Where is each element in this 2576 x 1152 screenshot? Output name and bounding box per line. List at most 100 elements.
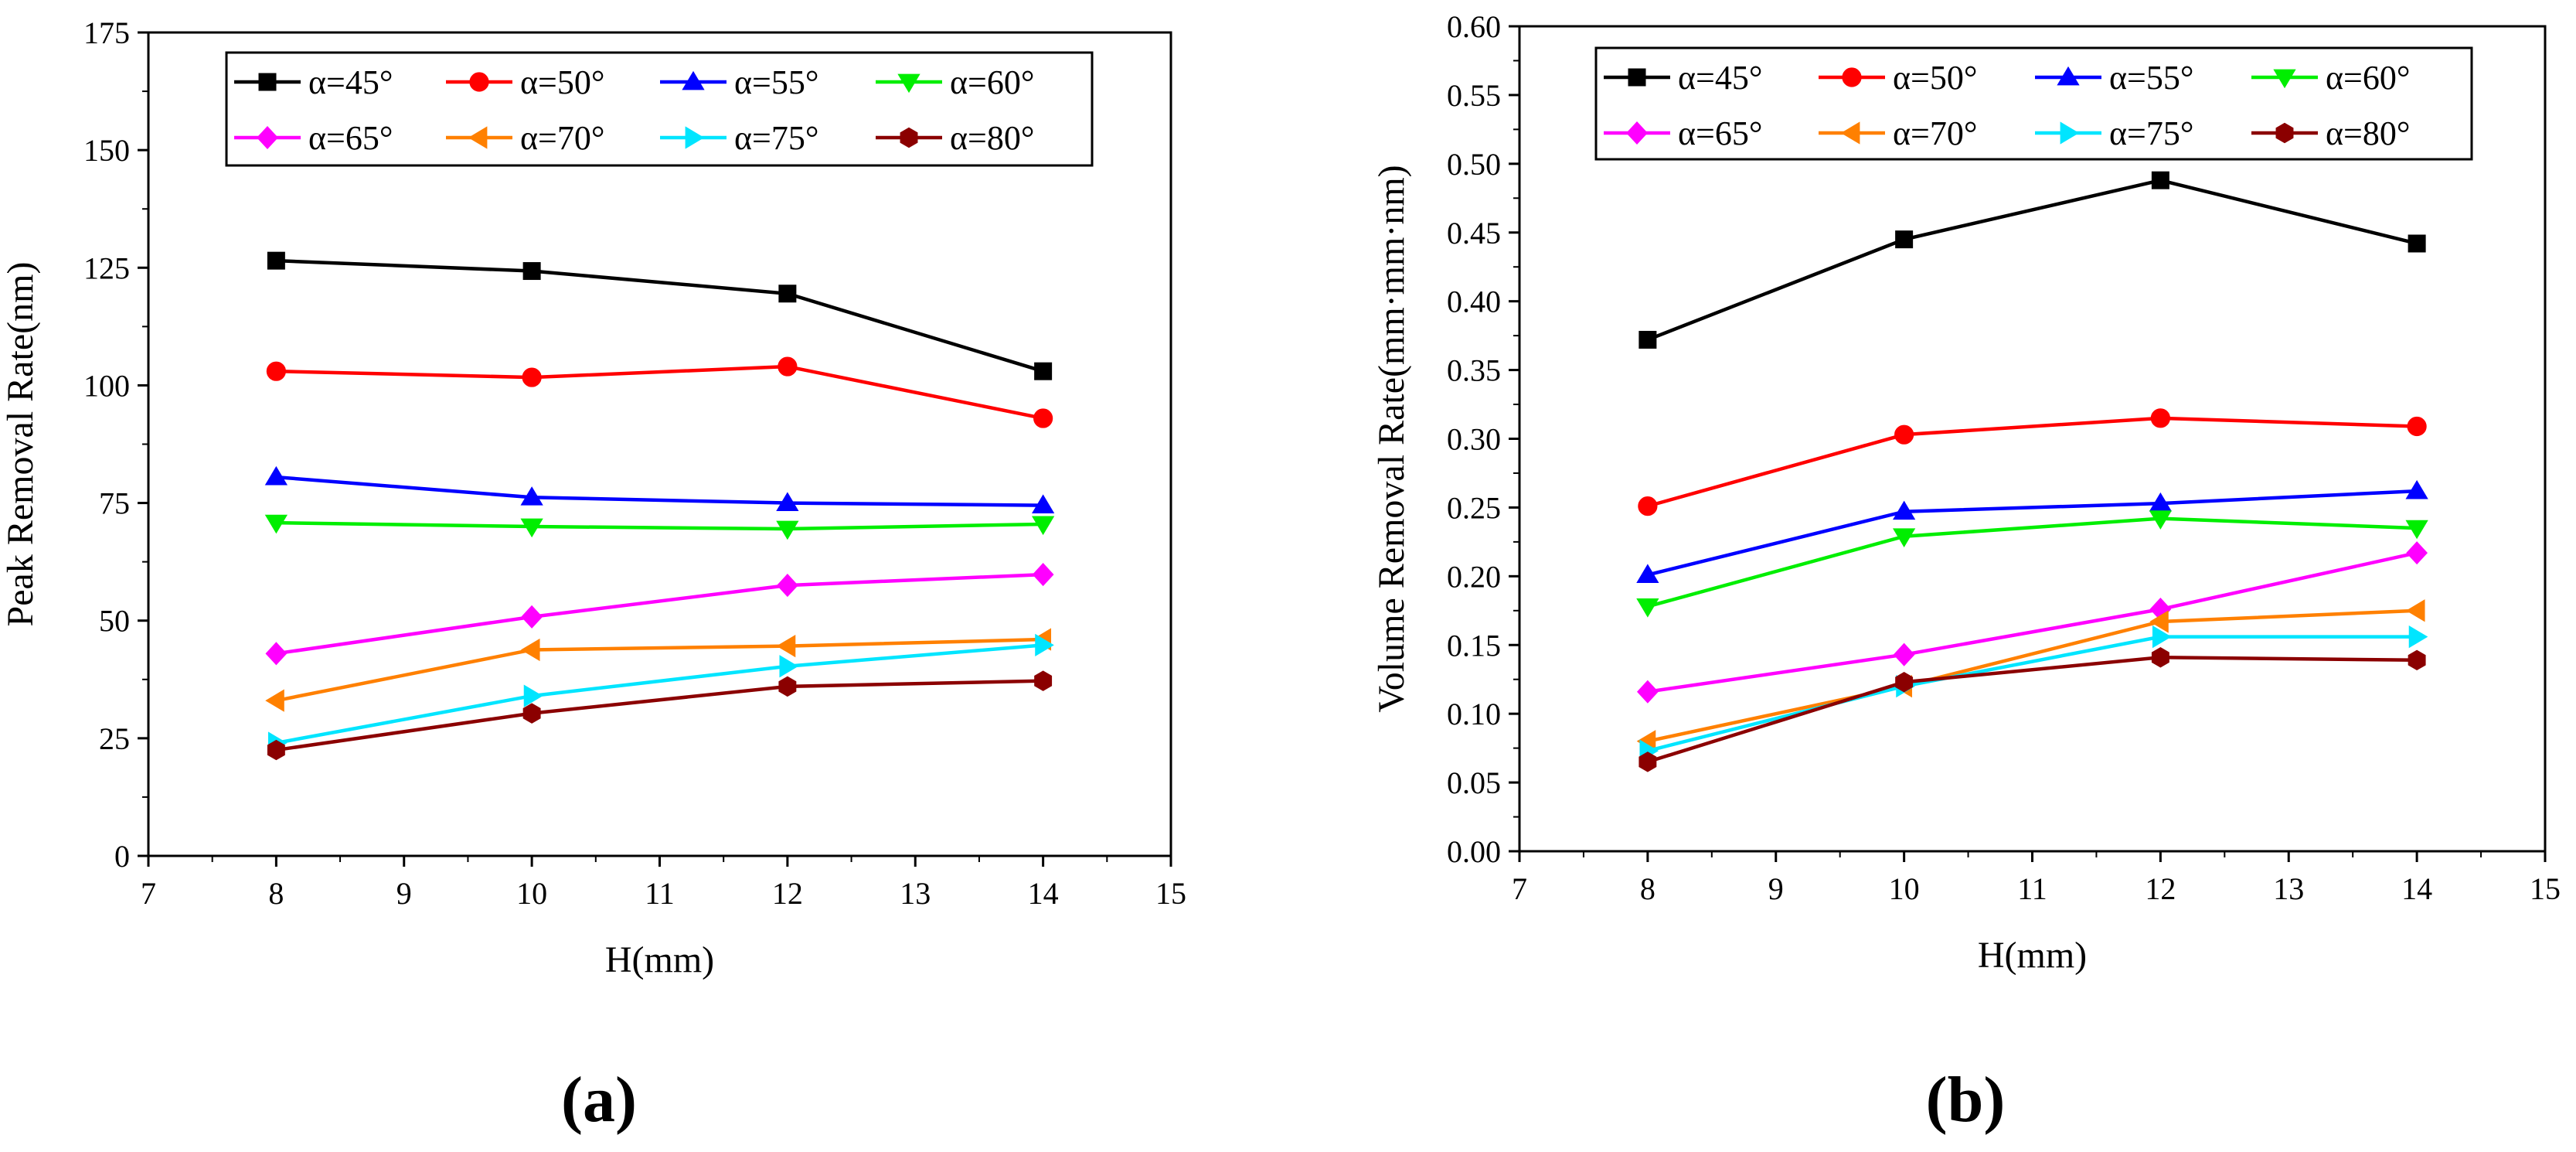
data-point bbox=[778, 356, 798, 377]
legend-label: α=60° bbox=[950, 63, 1034, 101]
legend-label: α=45° bbox=[1678, 59, 1762, 97]
y-tick-label: 0.55 bbox=[1447, 78, 1501, 113]
data-point bbox=[778, 285, 797, 303]
y-tick-label: 175 bbox=[83, 15, 130, 50]
series-3 bbox=[264, 514, 1055, 540]
y-tick-label: 0.25 bbox=[1447, 490, 1501, 525]
legend-label: α=45° bbox=[308, 63, 393, 101]
data-point bbox=[267, 739, 285, 761]
y-tick-label: 75 bbox=[99, 486, 130, 521]
data-point bbox=[1638, 330, 1657, 349]
data-point bbox=[2408, 625, 2428, 649]
x-tick-label: 10 bbox=[1889, 871, 1920, 906]
series-4 bbox=[1636, 541, 2428, 704]
legend-item: α=80° bbox=[876, 119, 1034, 157]
data-point bbox=[779, 655, 799, 678]
data-point bbox=[522, 262, 541, 281]
data-point bbox=[267, 251, 285, 270]
legend-marker bbox=[897, 73, 920, 94]
y-tick-label: 0.20 bbox=[1447, 559, 1501, 594]
data-point bbox=[2405, 479, 2428, 499]
data-point bbox=[1892, 528, 1916, 547]
x-tick-label: 12 bbox=[2145, 871, 2176, 906]
data-point bbox=[1636, 680, 1659, 704]
data-point bbox=[1636, 598, 1659, 618]
data-point bbox=[1031, 516, 1055, 536]
x-tick-label: 8 bbox=[268, 876, 284, 911]
series-1 bbox=[1638, 408, 2427, 516]
legend-item: α=50° bbox=[1819, 59, 1977, 97]
y-tick-label: 100 bbox=[83, 368, 130, 403]
panel-b-chart: 7 8 9 10 11 12 13 14 15 0.00 0.05 0.10 0.15 0.20 0.25 0… bbox=[1371, 9, 2561, 976]
legend-marker bbox=[468, 126, 488, 149]
y-tick-label: 50 bbox=[99, 604, 130, 639]
legend-marker bbox=[2060, 121, 2080, 145]
data-point bbox=[1033, 408, 1053, 428]
series-line bbox=[1647, 416, 2418, 508]
legend-item: α=65° bbox=[1604, 114, 1762, 152]
y-tick-label: 0.00 bbox=[1447, 834, 1501, 869]
data-point bbox=[776, 520, 799, 540]
x-tick-label: 13 bbox=[2273, 871, 2304, 906]
series-line bbox=[275, 637, 1043, 703]
x-tick-label: 14 bbox=[1028, 876, 1059, 911]
data-point bbox=[1895, 672, 1914, 693]
legend-item: α=75° bbox=[660, 119, 818, 157]
data-point bbox=[522, 703, 541, 724]
x-tick-label: 9 bbox=[396, 876, 412, 911]
legend-label: α=70° bbox=[1893, 114, 1977, 152]
legend-marker bbox=[2057, 66, 2080, 86]
x-tick-label: 15 bbox=[2530, 871, 2561, 906]
series-line bbox=[276, 475, 1043, 507]
data-point bbox=[2405, 599, 2425, 622]
y-tick-label: 150 bbox=[83, 133, 130, 168]
legend-marker bbox=[258, 73, 277, 91]
series-line bbox=[276, 520, 1043, 531]
x-axis-label: H(mm) bbox=[1978, 935, 2087, 976]
legend-item: α=70° bbox=[446, 119, 604, 157]
series-line bbox=[1647, 516, 2418, 608]
y-tick-label: 0.60 bbox=[1447, 9, 1501, 44]
data-point bbox=[265, 689, 284, 712]
data-point bbox=[520, 518, 543, 538]
legend-label: α=60° bbox=[2326, 59, 2410, 97]
data-point bbox=[521, 605, 543, 629]
x-tick-label: 7 bbox=[141, 876, 156, 911]
legend: α=45° α=50° α=55° α=60° α=65° α=70° α=75° α=80° bbox=[1594, 46, 2473, 161]
data-point bbox=[2408, 234, 2426, 253]
legend-label: α=80° bbox=[950, 119, 1034, 157]
data-point bbox=[2406, 541, 2428, 565]
legend: α=45° α=50° α=55° α=60° α=65° α=70° α=75° α=80° bbox=[225, 51, 1094, 167]
data-point bbox=[1032, 563, 1054, 587]
data-point bbox=[778, 676, 797, 697]
data-point bbox=[776, 574, 798, 598]
legend-label: α=65° bbox=[1678, 114, 1762, 152]
y-tick-label: 0 bbox=[114, 839, 130, 874]
data-point bbox=[2152, 625, 2172, 649]
y-axis-label: Peak Removal Rate(nm) bbox=[0, 262, 41, 627]
series-line bbox=[1647, 489, 2418, 577]
legend-item: α=65° bbox=[234, 119, 393, 157]
data-point bbox=[2408, 649, 2426, 671]
legend-marker bbox=[2273, 69, 2296, 89]
x-tick-label: 12 bbox=[772, 876, 803, 911]
data-point bbox=[1636, 564, 1659, 583]
legend-item: α=80° bbox=[2251, 114, 2410, 152]
x-tick-label: 8 bbox=[1640, 871, 1656, 906]
y-axis-label: Volume Removal Rate(mm·mm·nm) bbox=[1371, 165, 1412, 712]
legend-marker bbox=[682, 70, 705, 90]
data-point bbox=[1034, 670, 1053, 691]
series-line bbox=[1647, 178, 2418, 342]
series-line bbox=[276, 258, 1044, 373]
data-point bbox=[522, 367, 542, 387]
series-line bbox=[1647, 635, 2418, 753]
y-tick-label: 0.15 bbox=[1447, 628, 1501, 663]
data-point bbox=[2151, 647, 2169, 668]
legend-label: α=75° bbox=[734, 119, 818, 157]
legend-item: α=60° bbox=[2251, 59, 2410, 97]
legend-label: α=75° bbox=[2109, 114, 2193, 152]
legend-marker bbox=[1626, 121, 1648, 145]
legend-box bbox=[225, 51, 1094, 167]
figure-label-a: (a) bbox=[561, 1064, 637, 1136]
legend-marker bbox=[685, 126, 705, 149]
